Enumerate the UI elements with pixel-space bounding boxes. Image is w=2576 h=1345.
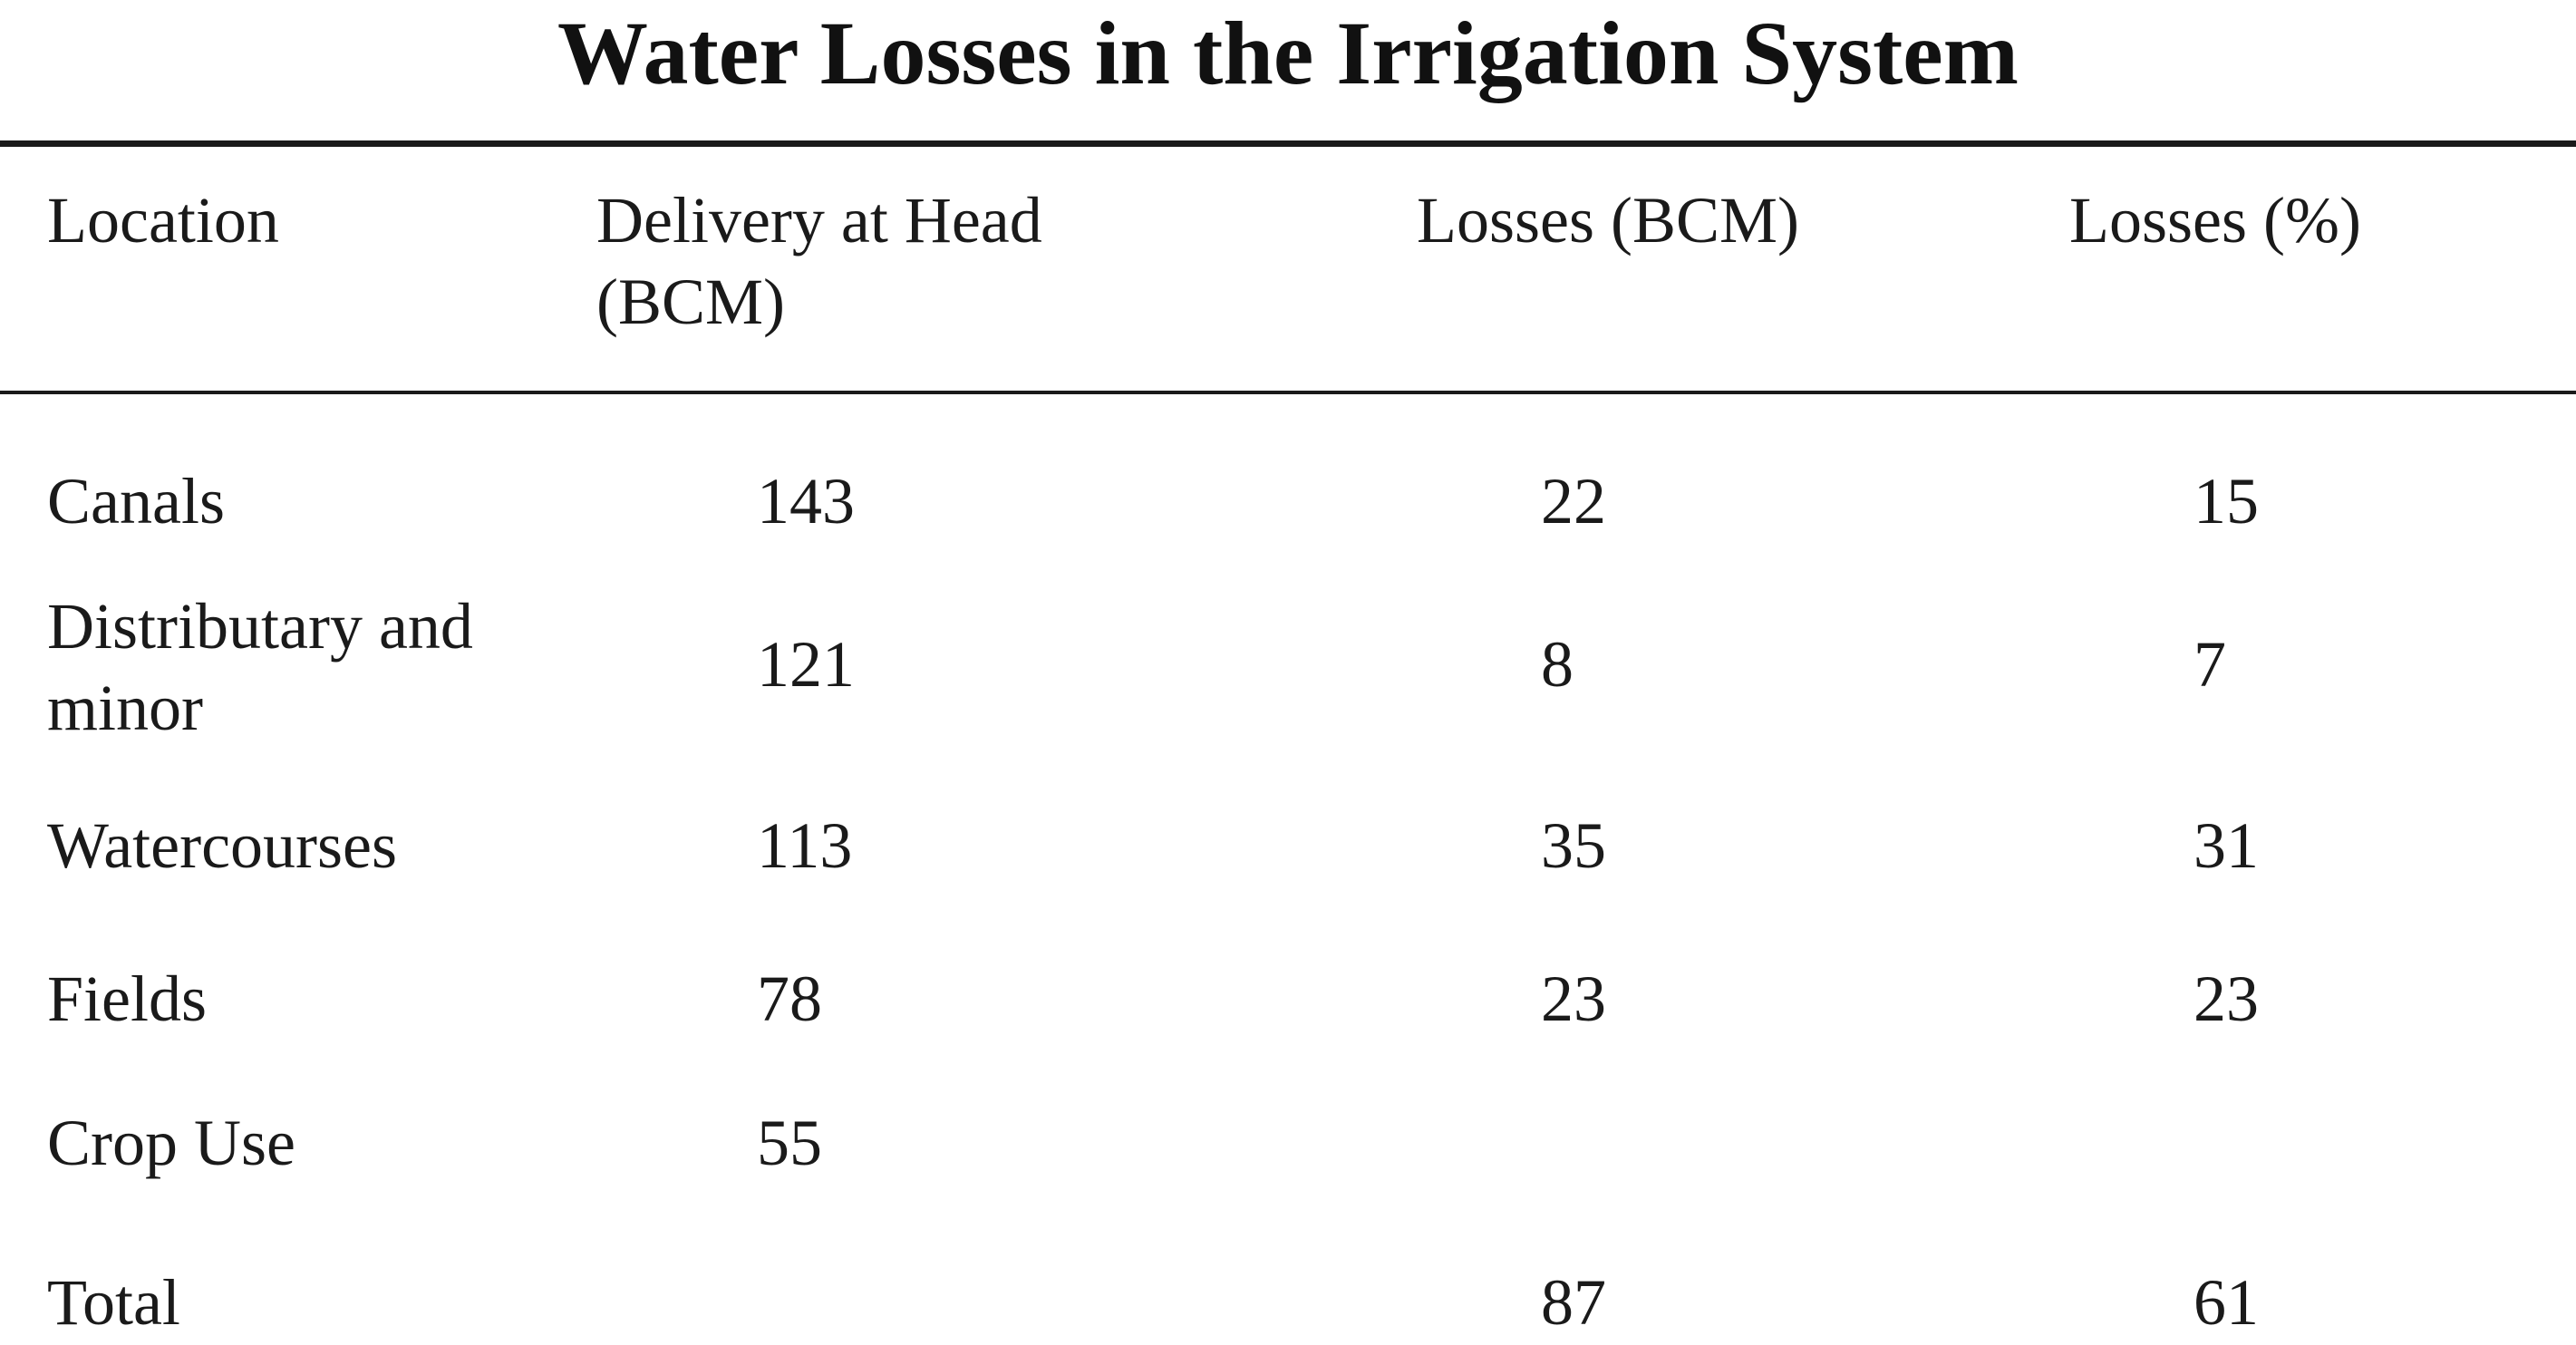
cell-losses-percent: 61 <box>2193 1266 2259 1339</box>
cell-losses-percent: 31 <box>2193 809 2259 882</box>
cell-location-line1: Distributary and <box>47 590 473 663</box>
cell-location: Crop Use <box>47 1107 295 1179</box>
cell-losses-bcm: 8 <box>1541 628 1574 701</box>
header-bottom-rule <box>0 391 2576 394</box>
cell-losses-bcm: 35 <box>1541 809 1606 882</box>
cell-delivery: 121 <box>757 628 855 701</box>
cell-location: Distributary and minor <box>47 585 473 749</box>
cell-losses-percent: 23 <box>2193 963 2259 1035</box>
cell-location: Canals <box>47 465 225 537</box>
header-losses-bcm: Losses (BCM) <box>1417 184 1800 256</box>
cell-delivery: 78 <box>757 963 822 1035</box>
cell-location: Total <box>47 1266 180 1339</box>
cell-location: Fields <box>47 963 208 1035</box>
cell-location: Watercourses <box>47 809 398 882</box>
page-title: Water Losses in the Irrigation System <box>557 3 2019 103</box>
cell-losses-bcm: 87 <box>1541 1266 1606 1339</box>
header-location: Location <box>47 184 279 256</box>
cell-delivery: 113 <box>757 809 853 882</box>
cell-losses-percent: 7 <box>2193 628 2226 701</box>
cell-delivery: 143 <box>757 465 855 537</box>
cell-losses-bcm: 23 <box>1541 963 1606 1035</box>
table-top-rule <box>0 140 2576 147</box>
cell-losses-percent: 15 <box>2193 465 2259 537</box>
header-delivery-at-head: Delivery at Head (BCM) <box>596 179 1042 343</box>
cell-location-line2: minor <box>47 672 203 744</box>
header-delivery-line1: Delivery at Head <box>596 184 1042 256</box>
header-delivery-line2: (BCM) <box>596 266 786 338</box>
cell-delivery: 55 <box>757 1107 822 1179</box>
cell-losses-bcm: 22 <box>1541 465 1606 537</box>
header-losses-percent: Losses (%) <box>2069 184 2361 256</box>
